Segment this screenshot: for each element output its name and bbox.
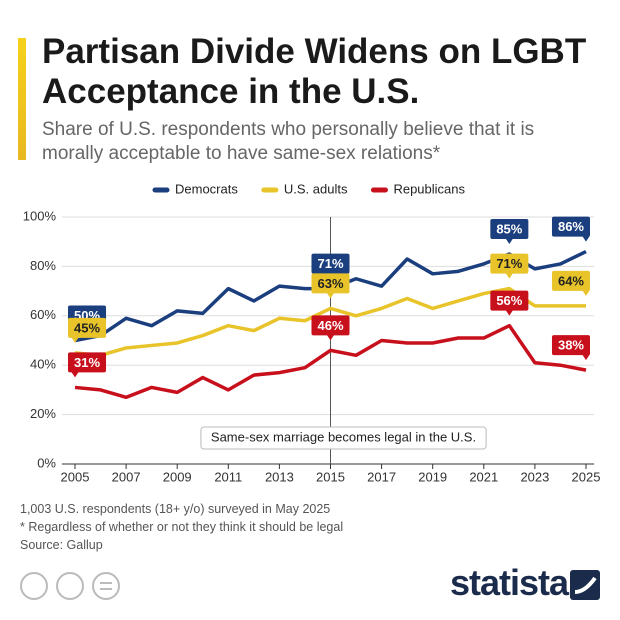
data-label-tail [71,336,79,343]
data-label: 86% [551,216,590,242]
data-label-text: 71% [317,256,343,271]
x-tick-label: 2021 [469,469,498,484]
data-label: 64% [551,270,590,296]
data-label: 56% [490,290,529,316]
data-label: 38% [551,335,590,361]
license-icons [20,572,120,600]
data-label-tail [505,272,514,279]
x-tick-label: 2015 [316,469,345,484]
icon [20,572,48,600]
data-label-tail [505,309,514,316]
data-label-tail [71,371,79,378]
data-label-tail [582,289,590,296]
data-label-text: 31% [74,355,100,370]
data-label-tail [326,292,335,299]
y-tick-label: 20% [30,406,56,421]
data-label-box [311,315,350,336]
data-label-text: 71% [496,256,522,271]
data-label-tail [505,238,514,245]
y-tick-label: 40% [30,357,56,372]
note: * Regardless of whether or not they thin… [20,520,344,534]
note: Source: Gallup [20,538,103,552]
data-label: 71% [490,253,529,279]
annotation: Same-sex marriage becomes legal in the U… [200,426,487,450]
data-label-box [551,270,590,291]
data-label: 85% [490,219,529,245]
x-tick-label: 2007 [112,469,141,484]
data-label-tail [582,235,590,242]
x-tick-label: 2019 [418,469,447,484]
brand-icon-mark [574,576,597,594]
brand: statista [449,562,569,603]
annotation-text: Same-sex marriage becomes legal in the U… [211,429,476,444]
data-label-tail [582,354,590,361]
y-tick-label: 100% [23,208,57,223]
data-label-text: 56% [496,293,522,308]
data-label: 31% [68,352,107,378]
data-label-text: 45% [74,320,100,335]
data-label-box [490,219,529,240]
x-tick-label: 2013 [265,469,294,484]
chart-title: Partisan Divide Widens on LGBT Acceptanc… [42,32,587,111]
y-tick-label: 60% [30,307,56,322]
series-line [74,286,586,358]
data-label-box [551,216,590,237]
icon [56,572,84,600]
accent-bar [18,38,26,160]
brand-icon-box [570,570,600,600]
x-tick-label: 2023 [520,469,549,484]
x-tick-label: 2009 [163,469,192,484]
x-tick-label: 2025 [572,469,601,484]
legend-label: Democrats [175,181,238,196]
chart: 0% 20% 40% 60% 80% 100% 2005 2007 2009 2011 2013 20… [23,181,601,484]
brand-icon [570,570,600,600]
icon [92,572,120,600]
legend-label: Republicans [393,181,465,196]
data-label-text: 63% [317,276,343,291]
data-label-box [68,317,107,338]
data-label-box [551,335,590,356]
data-label-box [311,253,350,274]
data-label-tail [326,334,335,341]
data-label: 46% [311,315,350,341]
chart-subtitle: Share of U.S. respondents who personally… [42,119,535,164]
x-tick-label: 2005 [61,469,90,484]
x-tick-label: 2011 [214,469,242,484]
y-tick-label: 80% [30,258,56,273]
annotation-box [200,426,487,450]
data-label-text: 46% [317,318,343,333]
y-tick-label: 0% [37,455,56,470]
data-label-text: 85% [496,221,522,236]
series-line [74,323,587,400]
data-label-box [311,273,350,294]
x-tick-label: 2017 [367,469,396,484]
data-label-text: 38% [558,338,584,353]
data-label-box [490,290,529,311]
data-label: 63% [311,273,350,299]
legend-label: U.S. adults [284,181,348,196]
data-label-text: 86% [558,219,584,234]
data-label-text: 64% [558,273,584,288]
note: 1,003 U.S. respondents (18+ y/o) surveye… [20,502,331,516]
legend: Democrats U.S. adults Republicans [152,181,465,196]
notes: 1,003 U.S. respondents (18+ y/o) surveye… [20,500,343,554]
data-label-box [490,253,529,274]
data-label: 45% [68,317,107,343]
data-label-box [68,352,107,373]
